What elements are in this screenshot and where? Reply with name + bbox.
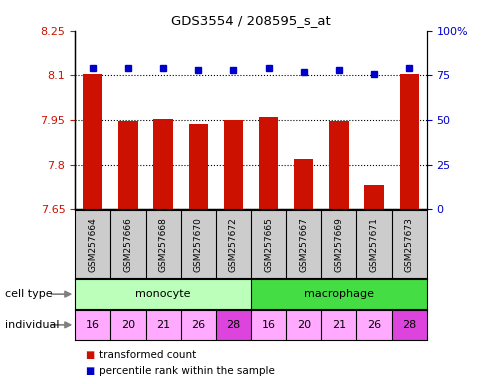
Bar [145,210,180,278]
Bar [363,185,383,209]
Bar [258,117,278,209]
Text: 20: 20 [121,320,135,330]
Bar [180,210,215,278]
Bar [75,210,110,278]
Text: 28: 28 [226,320,240,330]
Bar [329,121,348,209]
Bar [215,210,251,278]
Bar [215,310,251,340]
Bar [251,279,426,309]
Bar [118,121,137,209]
Bar [391,310,426,340]
Bar [356,310,391,340]
Bar [251,210,286,278]
Text: ■: ■ [85,366,94,376]
Text: cell type: cell type [5,289,52,299]
Text: GSM257668: GSM257668 [158,217,167,271]
Bar [251,310,286,340]
Text: GSM257664: GSM257664 [88,217,97,271]
Text: GSM257665: GSM257665 [263,217,272,271]
Text: 26: 26 [191,320,205,330]
Text: percentile rank within the sample: percentile rank within the sample [99,366,275,376]
Text: 16: 16 [86,320,100,330]
Text: GSM257669: GSM257669 [333,217,343,271]
Text: 21: 21 [331,320,345,330]
Text: GSM257673: GSM257673 [404,217,413,271]
Bar [180,310,215,340]
Bar [110,310,145,340]
Bar [286,210,320,278]
Text: individual: individual [5,320,59,330]
Title: GDS3554 / 208595_s_at: GDS3554 / 208595_s_at [171,14,330,27]
Bar [153,119,172,209]
Text: GSM257671: GSM257671 [369,217,378,271]
Text: GSM257672: GSM257672 [228,217,238,271]
Text: 20: 20 [296,320,310,330]
Text: 16: 16 [261,320,275,330]
Bar [110,210,145,278]
Bar [75,310,110,340]
Text: monocyte: monocyte [135,289,190,299]
Text: macrophage: macrophage [303,289,373,299]
Text: 21: 21 [156,320,170,330]
Bar [356,210,391,278]
Text: 28: 28 [401,320,415,330]
Bar [83,74,102,209]
Bar [391,210,426,278]
Text: 26: 26 [366,320,380,330]
Bar [223,120,242,209]
Bar [188,124,208,209]
Bar [286,310,320,340]
Bar [293,159,313,209]
Text: GSM257670: GSM257670 [193,217,202,271]
Bar [75,279,251,309]
Text: GSM257667: GSM257667 [299,217,308,271]
Text: GSM257666: GSM257666 [123,217,132,271]
Bar [399,74,418,209]
Bar [145,310,180,340]
Text: ■: ■ [85,350,94,360]
Text: transformed count: transformed count [99,350,197,360]
Bar [320,210,356,278]
Bar [320,310,356,340]
